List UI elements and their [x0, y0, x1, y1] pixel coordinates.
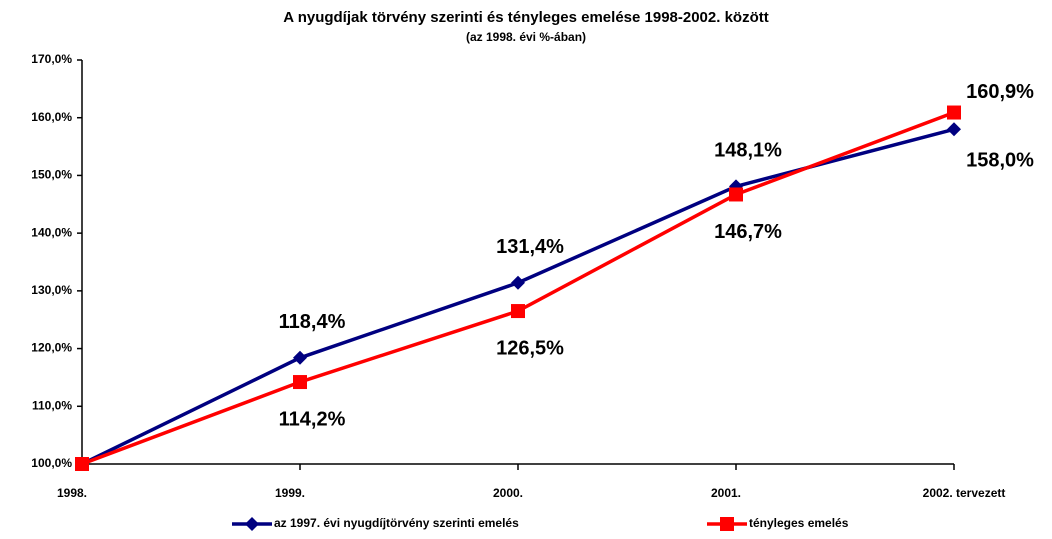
x-tick-label: 2001.: [711, 486, 741, 500]
marker: [293, 350, 307, 365]
data-label: 131,4%: [496, 236, 564, 258]
legend-marker: [720, 517, 734, 531]
y-tick-label: 120,0%: [31, 341, 72, 355]
marker: [511, 304, 525, 319]
x-tick-label: 2000.: [493, 486, 523, 500]
y-tick-label: 100,0%: [31, 456, 72, 470]
data-label: 146,7%: [714, 221, 782, 243]
y-tick-label: 140,0%: [31, 225, 72, 239]
marker: [729, 187, 743, 202]
y-tick-label: 160,0%: [31, 110, 72, 124]
x-tick-label: 1998.: [57, 486, 87, 500]
y-tick-label: 110,0%: [32, 398, 72, 412]
legend-label: az 1997. évi nyugdíjtörvény szerinti eme…: [274, 516, 519, 530]
data-label: 118,4%: [279, 311, 346, 333]
marker: [947, 105, 961, 120]
x-tick-label: 2002. tervezett: [923, 486, 1006, 500]
chart-title: A nyugdíjak törvény szerinti és ténylege…: [283, 9, 769, 26]
data-label: 158,0%: [966, 150, 1034, 172]
y-tick-label: 130,0%: [31, 283, 72, 297]
marker: [75, 457, 89, 471]
marker: [511, 275, 525, 290]
x-tick-label: 1999.: [275, 486, 305, 500]
legend-label: tényleges emelés: [749, 516, 849, 530]
y-tick-label: 170,0%: [31, 52, 72, 66]
y-tick-label: 150,0%: [31, 168, 72, 182]
data-label: 126,5%: [496, 337, 564, 359]
chart-subtitle: (az 1998. évi %-ában): [466, 30, 586, 44]
data-label: 114,2%: [279, 408, 346, 430]
legend-marker: [245, 517, 259, 531]
marker: [947, 122, 961, 137]
data-label: 148,1%: [714, 140, 782, 162]
marker: [293, 375, 307, 390]
data-label: 160,9%: [966, 81, 1034, 103]
